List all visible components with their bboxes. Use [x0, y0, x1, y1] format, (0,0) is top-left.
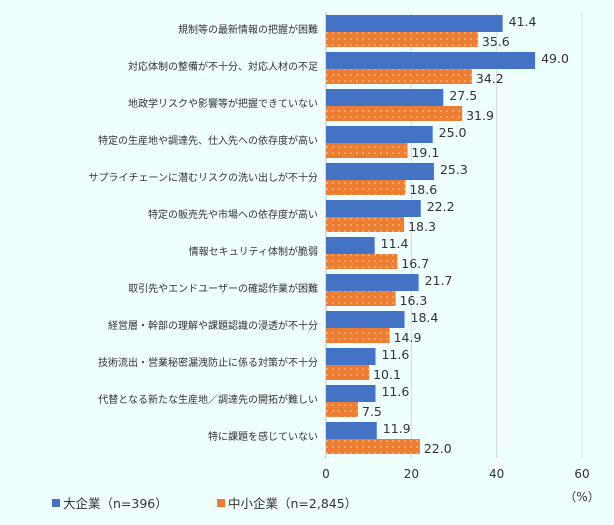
bar	[326, 254, 398, 269]
category-label: 情報セキュリティ体制が脆弱	[189, 245, 318, 258]
bar	[326, 15, 503, 32]
category-label: 特に課題を感じていない	[208, 430, 318, 443]
data-label: 18.4	[411, 310, 439, 325]
data-label: 25.0	[439, 125, 467, 140]
data-label: 22.2	[427, 199, 455, 214]
data-label: 11.4	[381, 236, 409, 251]
bar	[326, 348, 376, 365]
category-label: 技術流出・営業秘密漏洩防止に係る対策が不十分	[98, 356, 318, 369]
bar	[326, 402, 358, 417]
bar	[326, 328, 390, 343]
data-label: 19.1	[411, 145, 439, 160]
bar	[326, 291, 396, 306]
x-tick-label: 20	[404, 467, 419, 481]
data-label: 11.9	[383, 421, 411, 436]
bar	[326, 180, 406, 195]
category-label: 規制等の最新情報の把握が困難	[178, 23, 318, 36]
x-unit-label: （%）	[564, 490, 599, 504]
bar	[326, 143, 408, 158]
legend-label: 大企業（n=396）	[63, 496, 168, 511]
bar	[326, 422, 377, 439]
data-label: 11.6	[381, 384, 409, 399]
legend-swatch	[52, 499, 60, 507]
data-label: 16.7	[401, 256, 429, 271]
x-tick-label: 60	[574, 467, 589, 481]
bar	[326, 274, 419, 291]
category-label: 対応体制の整備が不十分、対応人材の不足	[128, 60, 318, 73]
data-label: 34.2	[476, 71, 504, 86]
category-label: 特定の生産地や調達先、仕入先への依存度が高い	[98, 134, 318, 147]
category-label: 代替となる新たな生産地／調達先の開拓が難しい	[98, 393, 318, 406]
bar	[326, 200, 421, 217]
data-label: 14.9	[394, 330, 422, 345]
bar	[326, 52, 536, 69]
bar	[326, 237, 375, 254]
category-label: サプライチェーンに潜むリスクの洗い出しが不十分	[89, 171, 319, 184]
data-label: 27.5	[449, 88, 477, 103]
bar	[326, 311, 405, 328]
data-label: 49.0	[541, 51, 569, 66]
legend-label: 中小企業（n=2,845）	[228, 496, 357, 511]
bar	[326, 126, 433, 143]
data-label: 10.1	[373, 367, 401, 382]
data-label: 31.9	[466, 108, 494, 123]
data-label: 21.7	[425, 273, 453, 288]
data-label: 25.3	[440, 162, 468, 177]
category-label: 地政学リスクや影響等が把握できていない	[128, 97, 318, 110]
bar	[326, 385, 376, 402]
data-label: 16.3	[400, 293, 428, 308]
bar	[326, 217, 405, 232]
bar	[326, 163, 434, 180]
bar	[326, 89, 444, 106]
bar	[326, 439, 420, 454]
data-label: 11.6	[381, 347, 409, 362]
bar	[326, 365, 370, 380]
category-label: 特定の販売先や市場への依存度が高い	[148, 208, 318, 221]
data-label: 18.3	[408, 219, 436, 234]
x-tick-label: 40	[489, 467, 504, 481]
bar	[326, 106, 463, 121]
data-label: 41.4	[509, 14, 537, 29]
x-tick-label: 0	[322, 467, 330, 481]
bar	[326, 32, 478, 47]
data-label: 22.0	[424, 441, 452, 456]
category-label: 取引先やエンドユーザーの確認作業が困難	[128, 282, 318, 295]
bar	[326, 69, 472, 84]
data-label: 18.6	[409, 182, 437, 197]
legend-swatch	[217, 499, 225, 507]
category-label: 経営層・幹部の理解や課題認識の浸透が不十分	[108, 319, 318, 332]
data-label: 35.6	[482, 34, 510, 49]
data-label: 7.5	[362, 404, 382, 419]
